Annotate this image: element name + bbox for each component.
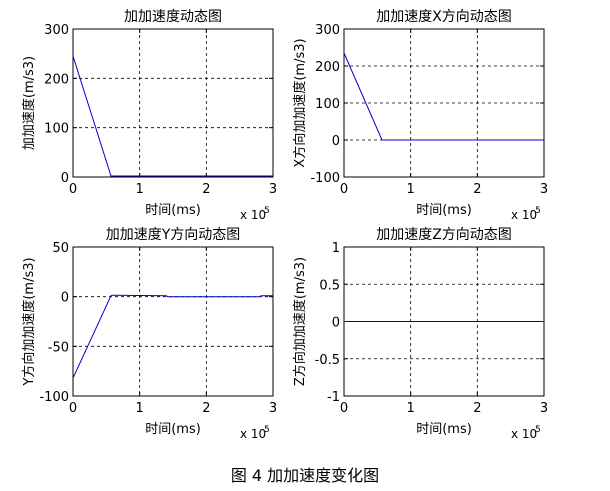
x-tick-label: 1 xyxy=(136,182,144,197)
y-tick-label: -100 xyxy=(310,171,340,186)
x-exponent-label: x 10 xyxy=(511,427,537,441)
chart-title: 加加速度动态图 xyxy=(124,9,222,25)
y-tick-label: 100 xyxy=(44,122,69,137)
figure-caption: 图 4 加加速度变化图 xyxy=(230,466,380,485)
plot-area xyxy=(72,28,274,178)
y-tick-label: -50 xyxy=(48,340,69,355)
x-axis-label: 时间(ms) xyxy=(416,203,472,218)
x-tick-label: 3 xyxy=(540,182,548,197)
x-exponent-power: 5 xyxy=(535,206,541,216)
x-tick-label: 0 xyxy=(340,182,348,197)
y-tick-label: 1 xyxy=(332,241,340,256)
y-axis-label: Y方向加加速度(m/s3) xyxy=(21,257,37,386)
y-tick-label: 200 xyxy=(44,72,69,87)
x-exponent-label: x 10 xyxy=(240,208,266,222)
y-tick-label: 0 xyxy=(61,171,69,186)
y-axis-label: Z方向加加速度(m/s3) xyxy=(292,257,308,386)
y-tick-label: 100 xyxy=(315,97,340,112)
y-tick-label: 0 xyxy=(332,134,340,149)
x-tick-label: 2 xyxy=(202,182,210,197)
x-tick-label: 3 xyxy=(269,401,277,416)
y-tick-label: -100 xyxy=(39,390,69,405)
chart-title: 加加速度Z方向动态图 xyxy=(376,227,512,243)
x-tick-label: 3 xyxy=(540,401,548,416)
x-axis-label: 时间(ms) xyxy=(145,422,201,437)
x-exponent-power: 5 xyxy=(535,425,541,435)
x-tick-label: 1 xyxy=(136,401,144,416)
x-axis-label: 时间(ms) xyxy=(145,203,201,218)
x-tick-label: 2 xyxy=(473,182,481,197)
chart-title: 加加速度X方向动态图 xyxy=(376,9,512,25)
y-tick-label: 0 xyxy=(61,291,69,306)
x-tick-label: 3 xyxy=(269,182,277,197)
y-tick-label: 0 xyxy=(332,316,340,331)
y-tick-label: 0.5 xyxy=(319,278,340,293)
y-axis-label: 加加速度(m/s3) xyxy=(21,56,37,150)
y-tick-label: 200 xyxy=(315,60,340,75)
y-tick-label: 300 xyxy=(44,23,69,38)
x-exponent-label: x 10 xyxy=(511,208,537,222)
x-tick-label: 1 xyxy=(407,182,415,197)
x-exponent-power: 5 xyxy=(264,206,270,216)
x-tick-label: 0 xyxy=(69,182,77,197)
y-tick-label: 50 xyxy=(52,241,69,256)
y-axis-label: X方向加加速度(m/s3) xyxy=(292,38,308,167)
x-tick-label: 2 xyxy=(202,401,210,416)
x-tick-label: 1 xyxy=(407,401,415,416)
y-tick-label: -1 xyxy=(327,390,340,405)
chart-title: 加加速度Y方向动态图 xyxy=(106,227,241,243)
series-line xyxy=(343,52,544,141)
x-tick-label: 0 xyxy=(340,401,348,416)
series-line xyxy=(72,55,273,177)
y-tick-label: -0.5 xyxy=(315,353,340,368)
series-line xyxy=(72,294,273,379)
x-tick-label: 0 xyxy=(69,401,77,416)
x-axis-label: 时间(ms) xyxy=(416,422,472,437)
x-exponent-label: x 10 xyxy=(240,427,266,441)
plot-area xyxy=(72,246,274,397)
x-tick-label: 2 xyxy=(473,401,481,416)
y-tick-label: 300 xyxy=(315,23,340,38)
x-exponent-power: 5 xyxy=(264,425,270,435)
